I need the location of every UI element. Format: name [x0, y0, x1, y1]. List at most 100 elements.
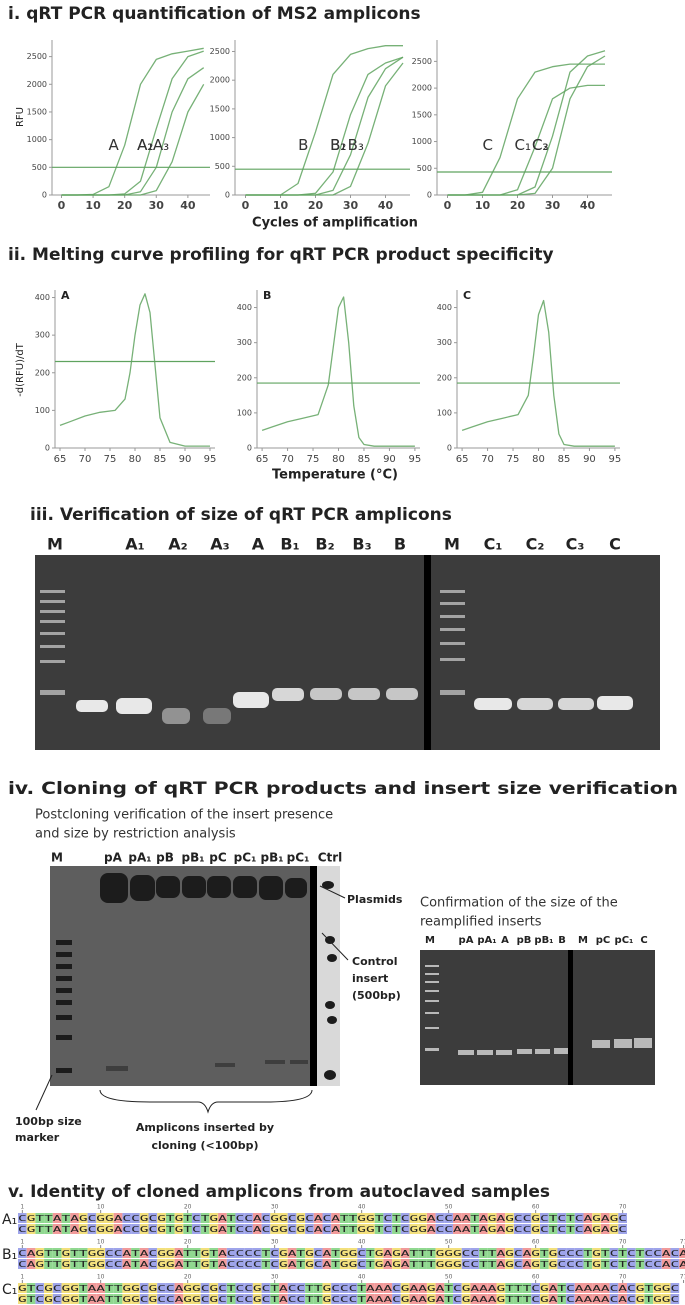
- base-cell: [183, 1283, 192, 1293]
- base-cell: [618, 1283, 627, 1293]
- series-label: A: [108, 136, 119, 154]
- base-cell: [244, 1248, 253, 1258]
- y-tick-label: 400: [237, 303, 252, 312]
- base-cell: [35, 1259, 45, 1269]
- base-cell: [331, 1224, 340, 1234]
- ruler-label: 20: [184, 1239, 192, 1246]
- base-cell: [105, 1213, 114, 1223]
- base-cell: [235, 1248, 245, 1258]
- base-cell: [366, 1259, 375, 1269]
- base-cell: [557, 1248, 567, 1258]
- base-cell: [61, 1294, 71, 1304]
- base-cell: [313, 1248, 323, 1258]
- lane-label: M: [578, 935, 588, 946]
- base-cell: [105, 1224, 114, 1234]
- base-cell: [661, 1283, 671, 1293]
- base-cell: [218, 1213, 227, 1223]
- base-cell: [487, 1248, 497, 1258]
- base-cell: [131, 1283, 140, 1293]
- base-cell: [661, 1294, 671, 1304]
- base-cell: [148, 1248, 158, 1258]
- x-tick-label: 75: [507, 454, 520, 465]
- base-cell: [513, 1283, 523, 1293]
- base-cell: [548, 1224, 558, 1234]
- base-cell: [70, 1259, 79, 1269]
- gel-iv-left: [50, 866, 340, 1086]
- series-label: C₂: [532, 136, 549, 154]
- base-cell: [35, 1224, 45, 1234]
- y-tick-label: 0: [247, 444, 252, 453]
- base-cell: [235, 1294, 245, 1304]
- lane-label: M: [51, 851, 63, 865]
- base-cell: [261, 1248, 271, 1258]
- base-cell: [131, 1224, 140, 1234]
- base-cell: [644, 1248, 654, 1258]
- panel-title: iv. Cloning of qRT PCR products and inse…: [8, 779, 678, 799]
- base-cell: [357, 1283, 366, 1293]
- base-cell: [270, 1248, 279, 1258]
- ruler-label: 40: [358, 1239, 366, 1246]
- lane-label: M: [425, 935, 435, 946]
- x-tick-label: 20: [308, 199, 324, 212]
- base-cell: [400, 1283, 410, 1293]
- x-tick-label: 30: [545, 199, 561, 212]
- base-cell: [348, 1248, 358, 1258]
- base-cell: [592, 1294, 601, 1304]
- base-cell: [479, 1259, 488, 1269]
- base-cell: [279, 1248, 288, 1258]
- lane-label: pA₁: [477, 935, 496, 946]
- base-cell: [574, 1259, 584, 1269]
- base-cell: [244, 1259, 253, 1269]
- base-cell: [540, 1224, 549, 1234]
- base-cell: [592, 1224, 601, 1234]
- base-cell: [305, 1224, 314, 1234]
- base-cell: [192, 1259, 201, 1269]
- x-tick-label: 40: [180, 199, 196, 212]
- base-cell: [618, 1294, 627, 1304]
- base-cell: [392, 1294, 401, 1304]
- base-cell: [113, 1213, 123, 1223]
- base-cell: [270, 1224, 279, 1234]
- base-cell: [218, 1294, 227, 1304]
- base-cell: [409, 1259, 419, 1269]
- base-cell: [531, 1283, 540, 1293]
- lane-label: M: [47, 535, 63, 554]
- base-cell: [548, 1248, 558, 1258]
- base-cell: [496, 1294, 506, 1304]
- base-cell: [392, 1224, 401, 1234]
- base-cell: [566, 1283, 575, 1293]
- base-cell: [548, 1294, 558, 1304]
- y-tick-label: 2000: [27, 80, 47, 89]
- base-cell: [409, 1248, 419, 1258]
- base-cell: [627, 1248, 636, 1258]
- base-cell: [400, 1259, 410, 1269]
- base-cell: [339, 1213, 349, 1223]
- base-cell: [96, 1294, 105, 1304]
- base-cell: [461, 1294, 471, 1304]
- base-cell: [357, 1213, 366, 1223]
- base-cell: [70, 1294, 79, 1304]
- annotation: Amplicons inserted by: [136, 1121, 274, 1134]
- base-cell: [670, 1294, 680, 1304]
- series-label: C₁: [515, 136, 532, 154]
- x-tick-label: 10: [475, 199, 491, 212]
- curve: [61, 47, 204, 196]
- base-cell: [383, 1248, 393, 1258]
- base-cell: [331, 1248, 340, 1258]
- base-cell: [226, 1224, 236, 1234]
- curve: [245, 45, 403, 196]
- base-cell: [183, 1213, 192, 1223]
- base-cell: [313, 1213, 323, 1223]
- base-cell: [44, 1283, 53, 1293]
- base-cell: [592, 1213, 601, 1223]
- base-cell: [122, 1283, 132, 1293]
- y-tick-label: 100: [237, 408, 252, 417]
- base-cell: [287, 1224, 297, 1234]
- base-cell: [444, 1259, 453, 1269]
- x-tick-label: 90: [583, 454, 596, 465]
- base-cell: [583, 1294, 593, 1304]
- base-cell: [244, 1224, 253, 1234]
- base-cell: [26, 1259, 36, 1269]
- base-cell: [348, 1213, 358, 1223]
- x-tick-label: 40: [378, 199, 394, 212]
